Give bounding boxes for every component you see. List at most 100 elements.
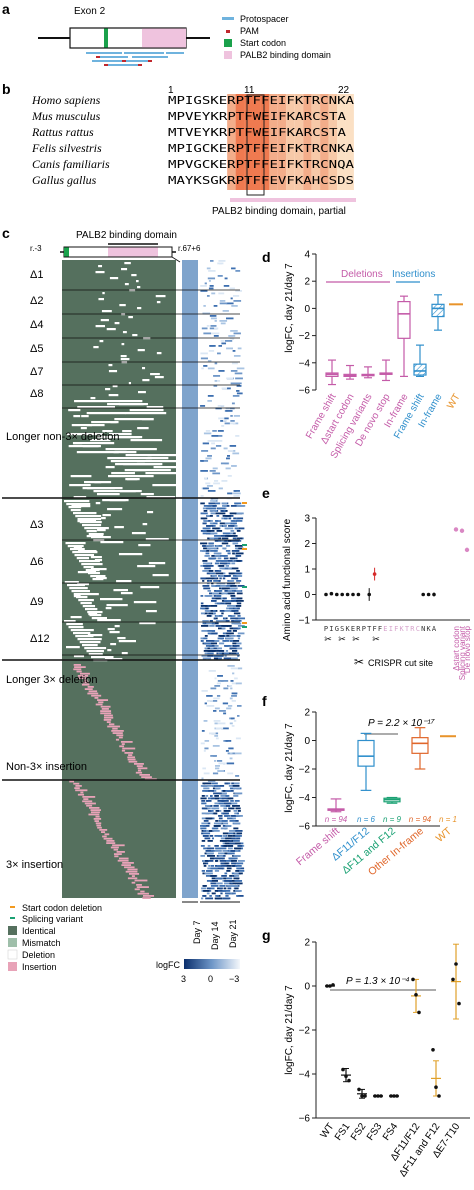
heatmap-cell [222, 897, 230, 900]
heatmap-cell [219, 302, 228, 305]
heatmap-cell [201, 327, 208, 330]
data-point [328, 984, 332, 988]
heatmap-cell [231, 550, 240, 552]
heatmap-cell [224, 417, 229, 420]
heatmap-cell [217, 557, 222, 560]
panel-e-points [324, 527, 470, 601]
heatmap-cell [209, 580, 213, 582]
heatmap-cell [230, 617, 238, 620]
y-tick-label: 1 [304, 565, 310, 576]
heatmap-cell [203, 750, 206, 752]
heatmap-cell [216, 647, 222, 650]
heatmap-cell [207, 867, 214, 870]
heatmap-cell [220, 462, 229, 465]
heatmap-cell [205, 647, 213, 650]
deletion-mark [66, 433, 104, 436]
heatmap-cell [226, 527, 234, 530]
insertion-mark [77, 675, 89, 677]
heatmap-cell [237, 667, 243, 670]
heatmap-cell [210, 600, 217, 602]
deletion-mark [82, 605, 96, 608]
deletion-mark [125, 454, 152, 457]
heatmap-cell [230, 645, 233, 647]
heatmap-cell [230, 420, 235, 422]
legend-insertion: Insertion [22, 962, 57, 972]
insertion-mark [75, 789, 88, 792]
insertion-mark [106, 842, 116, 844]
heatmap-cell [212, 430, 217, 432]
y-tick-label: 0 [304, 304, 310, 315]
heatmap-cell [203, 772, 210, 775]
deletion-mark [66, 503, 91, 506]
extra-point [453, 527, 459, 532]
deletion-mark [153, 466, 176, 469]
heatmap-cell [206, 580, 210, 582]
heatmap-cell [208, 732, 216, 735]
heatmap-cell [236, 877, 240, 880]
heatmap-cell [210, 700, 218, 702]
heatmap-cell [236, 570, 240, 572]
heatmap-cell [211, 332, 220, 335]
y-tick-label: 0 [304, 982, 310, 993]
heatmap-cell [224, 517, 228, 520]
deletion-mark [77, 406, 115, 409]
heatmap-cell [237, 860, 245, 862]
legend-start-deletion-swatch [10, 906, 15, 908]
heatmap-cell [237, 505, 246, 507]
heatmap-cell [211, 790, 217, 792]
heatmap-cell [236, 600, 244, 602]
heatmap-cell [224, 340, 233, 342]
heatmap-cell [214, 870, 220, 872]
insertion-mark [112, 844, 125, 847]
heatmap-cell [222, 310, 229, 312]
panel-b: b 1 11 22 Homo sapiens Mus musculus Ratt… [2, 81, 356, 217]
deletion-mark [124, 283, 129, 286]
heatmap-cell [223, 812, 228, 815]
heatmap-cell [209, 620, 213, 622]
alignment-column-highlight [303, 94, 312, 190]
heatmap-cell [203, 642, 212, 645]
heatmap-cell [225, 410, 233, 412]
heatmap-cell [237, 347, 242, 350]
legend-mismatch: Mismatch [22, 938, 61, 948]
deletion-mark [77, 518, 102, 521]
heatmap-cell [224, 277, 228, 280]
heatmap-cell [214, 570, 221, 572]
heatmap-cell [237, 585, 245, 587]
heatmap-cell [205, 430, 211, 432]
heatmap-cell [203, 865, 207, 867]
deletion-mark [108, 364, 113, 367]
heatmap-cell [235, 830, 243, 832]
deletion-mark [81, 415, 89, 418]
heatmap-cell [209, 625, 215, 627]
data-point [344, 1074, 348, 1078]
insertion-mark [100, 705, 111, 708]
heatmap-cell [222, 842, 225, 845]
scissors-icon: ✂ [352, 635, 360, 645]
heatmap-cell [208, 280, 211, 282]
heatmap-cell [231, 540, 240, 542]
y-tick-label: −2 [299, 331, 311, 342]
heatmap-cell [208, 350, 215, 352]
extra-point [464, 547, 470, 553]
heatmap-cell [216, 890, 224, 892]
heatmap-cell [227, 817, 235, 820]
heatmap-cell [234, 752, 242, 755]
insertion-mark [84, 802, 96, 805]
x-label: FS1 [333, 1121, 353, 1143]
heatmap-cell [237, 870, 245, 872]
heatmap-cell [234, 545, 243, 547]
heatmap-cell [201, 795, 205, 797]
heatmap-cell [209, 895, 212, 897]
residue-point [324, 592, 328, 597]
heatmap-cell [236, 812, 239, 815]
heatmap-cell [213, 552, 222, 555]
heatmap-cell [227, 657, 230, 660]
heatmap-cell [217, 275, 223, 277]
box-4 [397, 295, 411, 377]
heatmap-cell [221, 727, 229, 730]
panel-a: a Exon 2 Protospacer PAM [2, 1, 331, 66]
heatmap-cell [232, 785, 240, 787]
deletion-mark [146, 496, 176, 499]
